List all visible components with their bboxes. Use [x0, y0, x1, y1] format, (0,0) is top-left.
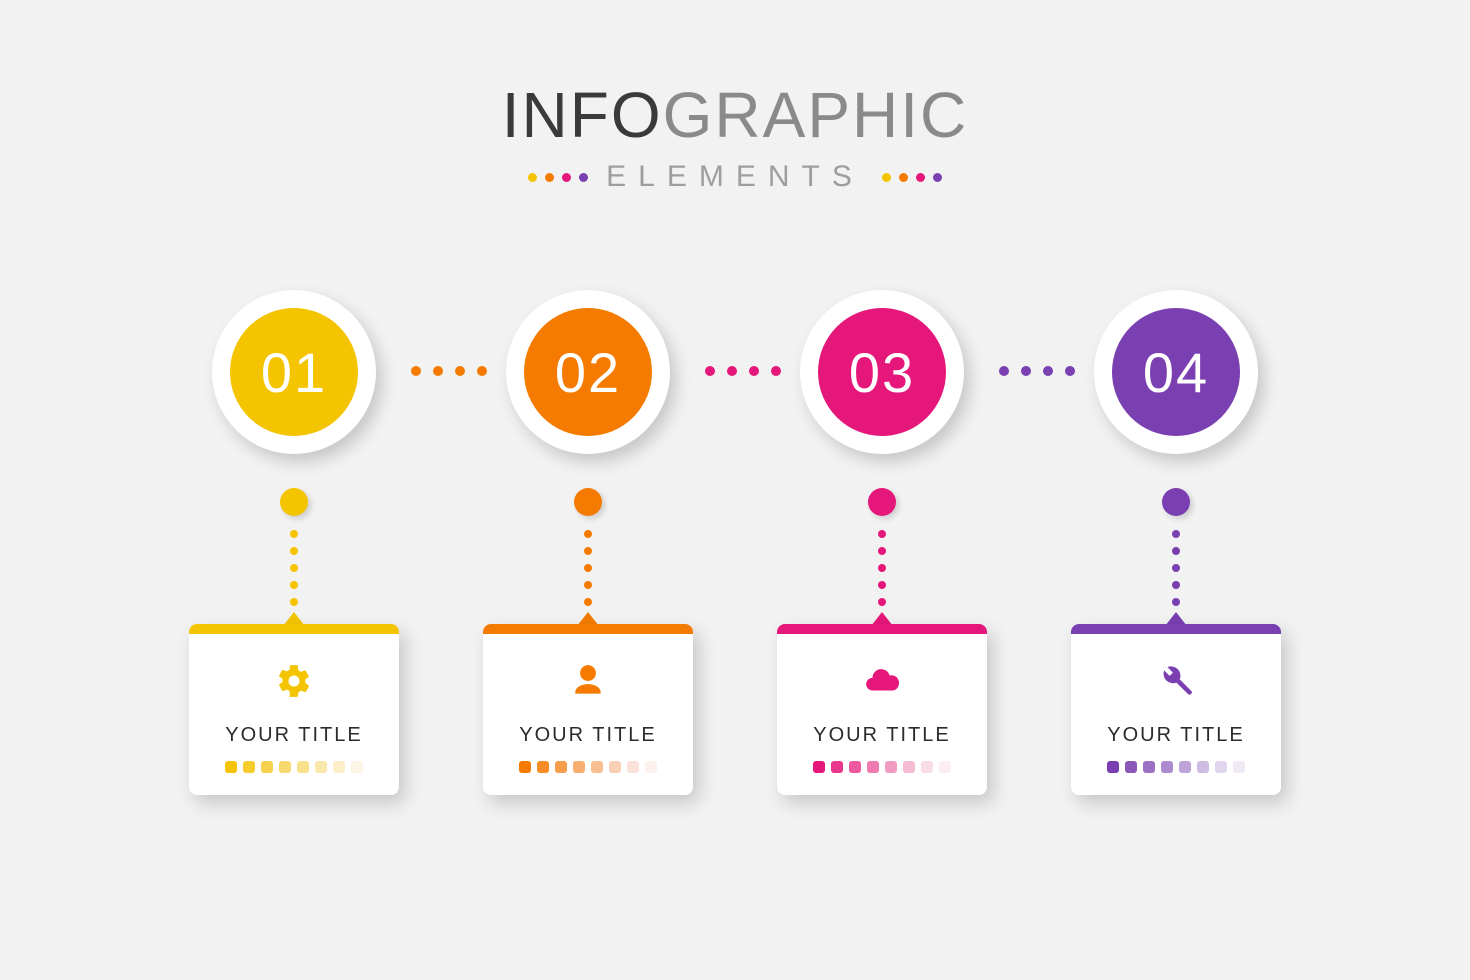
connector-ball	[280, 488, 308, 516]
card-accent-bar	[483, 624, 693, 634]
connector-ball	[574, 488, 602, 516]
number-circle-01: 01	[212, 290, 376, 454]
step-number: 02	[555, 340, 621, 405]
card-dots	[813, 761, 951, 773]
header-title-b: GRAPHIC	[663, 79, 969, 151]
user-icon	[567, 660, 609, 702]
step-number: 04	[1143, 340, 1209, 405]
card-04: YOUR TITLE	[1071, 624, 1281, 795]
card-title: YOUR TITLE	[813, 724, 950, 747]
card-dots	[519, 761, 657, 773]
card-dots	[225, 761, 363, 773]
step-03: 03 YOUR TITLE	[777, 290, 987, 795]
connector-ball	[1162, 488, 1190, 516]
header-dots-left	[528, 173, 588, 182]
connector-03	[868, 488, 896, 626]
card-02: YOUR TITLE	[483, 624, 693, 795]
card-title: YOUR TITLE	[519, 724, 656, 747]
stage: INFOGRAPHIC ELEMENTS 01 YOUR TITLE 02 YOUR …	[0, 0, 1470, 980]
number-circle-04: 04	[1094, 290, 1258, 454]
step-02: 02 YOUR TITLE	[483, 290, 693, 795]
card-03: YOUR TITLE	[777, 624, 987, 795]
header-title-a: INFO	[502, 79, 663, 151]
wrench-icon	[1155, 660, 1197, 702]
number-circle-02: 02	[506, 290, 670, 454]
card-01: YOUR TITLE	[189, 624, 399, 795]
header-subtitle: ELEMENTS	[606, 160, 864, 194]
connector-02	[574, 488, 602, 626]
connector-04	[1162, 488, 1190, 626]
cloud-icon	[861, 660, 903, 702]
card-accent-bar	[189, 624, 399, 634]
step-01: 01 YOUR TITLE	[189, 290, 399, 795]
card-title: YOUR TITLE	[1107, 724, 1244, 747]
header-dots-right	[882, 173, 942, 182]
card-accent-bar	[1071, 624, 1281, 634]
link-dots-03	[705, 366, 781, 376]
step-number: 03	[849, 340, 915, 405]
card-dots	[1107, 761, 1245, 773]
number-circle-03: 03	[800, 290, 964, 454]
gear-icon	[273, 660, 315, 702]
connector-01	[280, 488, 308, 626]
step-number: 01	[261, 340, 327, 405]
step-04: 04 YOUR TITLE	[1071, 290, 1281, 795]
card-title: YOUR TITLE	[225, 724, 362, 747]
connector-ball	[868, 488, 896, 516]
link-dots-04	[999, 366, 1075, 376]
steps-row: 01 YOUR TITLE 02 YOUR TITLE 03 YOUR TITLE 04 YO…	[0, 290, 1470, 795]
link-dots-02	[411, 366, 487, 376]
header-title: INFOGRAPHIC	[0, 78, 1470, 152]
header-subtitle-row: ELEMENTS	[0, 160, 1470, 194]
header: INFOGRAPHIC ELEMENTS	[0, 78, 1470, 194]
card-accent-bar	[777, 624, 987, 634]
